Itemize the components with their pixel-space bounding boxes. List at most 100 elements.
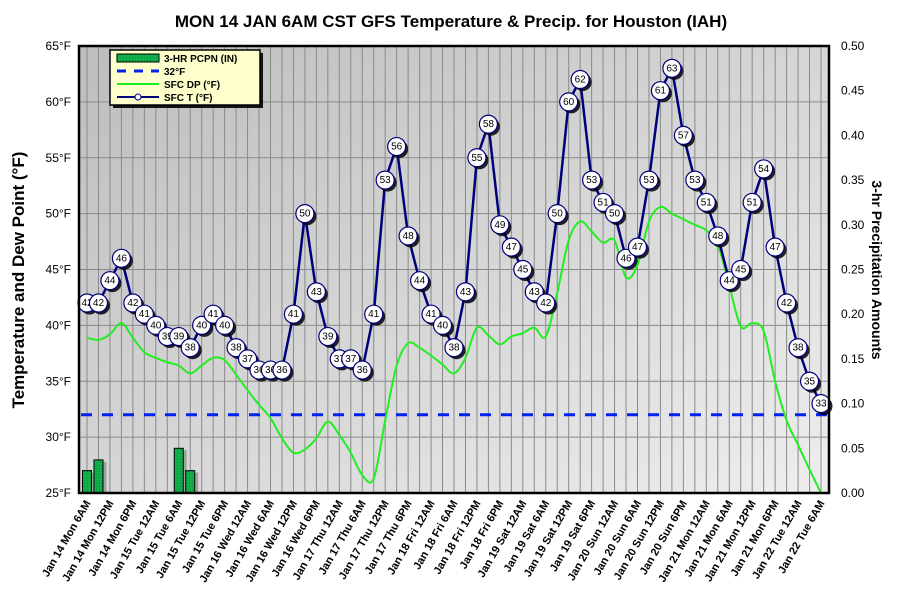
temperature-marker <box>283 304 304 324</box>
temperature-marker <box>673 125 693 145</box>
temperature-data-label: 41 <box>288 309 300 320</box>
temperature-marker <box>318 326 338 347</box>
temperature-data-label: 42 <box>127 298 139 309</box>
y-tick-label: 25°F <box>46 486 71 500</box>
temperature-data-label: 49 <box>494 220 506 231</box>
grid <box>79 45 829 494</box>
temperature-marker <box>536 293 556 313</box>
temperature-marker <box>111 248 132 268</box>
temperature-marker <box>616 248 636 268</box>
temperature-marker <box>788 338 808 358</box>
y2-tick-label: 0.30 <box>841 218 865 232</box>
temperature-marker <box>398 226 418 246</box>
legend-swatch-precip <box>116 53 160 63</box>
y-axis-left: 25°F 30°F 35°F 40°F 45°F 50°F 55°F 60°F 65°F <box>46 39 71 500</box>
temperature-data-label: 41 <box>368 309 380 320</box>
y-tick-label: 45°F <box>46 263 71 277</box>
temperature-data-label: 57 <box>678 130 690 141</box>
temperature-marker <box>169 326 189 347</box>
temperature-data-label: 35 <box>804 376 816 387</box>
temperature-marker <box>123 293 143 313</box>
temperature-marker <box>295 204 315 224</box>
temperature-marker <box>719 271 739 291</box>
temperature-data-label: 53 <box>586 175 598 186</box>
legend-label-precip: 3-HR PCPN (IN) <box>164 54 237 65</box>
temperature-data-label: 45 <box>517 265 529 276</box>
temperature-marker <box>180 338 200 358</box>
y-axis-right: 0.00 0.05 0.10 0.15 0.20 0.25 0.30 0.35 0.40 0.45… <box>841 39 865 500</box>
temperature-data-label: 55 <box>471 153 483 164</box>
temperature-marker <box>731 259 751 280</box>
temperature-data-label: 36 <box>276 365 288 376</box>
temperature-data-label: 40 <box>196 320 208 331</box>
legend-label-freezing: 32°F <box>164 67 185 78</box>
temperature-data-label: 38 <box>448 343 460 354</box>
temperature-marker <box>604 204 625 224</box>
temperature-marker <box>501 237 521 257</box>
y-tick-label: 50°F <box>46 207 71 221</box>
temperature-data-label: 42 <box>93 298 105 309</box>
dewpoint-line <box>86 205 822 494</box>
temperature-marker <box>341 349 361 369</box>
temperature-data-label: 53 <box>689 175 701 186</box>
temperature-marker <box>524 282 544 302</box>
temperature-marker <box>593 192 613 213</box>
temperature-marker <box>662 58 682 78</box>
precip-bar <box>82 470 92 494</box>
precip-bar <box>93 459 104 494</box>
temperature-data-label: 54 <box>758 164 770 175</box>
chart-title: MON 14 JAN 6AM CST GFS Temperature & Pre… <box>175 12 727 31</box>
temperature-data-label: 51 <box>598 197 610 208</box>
temperature-data-label: 37 <box>334 354 346 365</box>
temperature-marker <box>776 293 797 313</box>
temperature-data-label: 51 <box>747 197 759 208</box>
precip-bar <box>185 470 196 494</box>
temperature-data-label: 42 <box>781 298 793 309</box>
dewpoint-series <box>86 205 822 494</box>
temperature-marker <box>742 192 762 213</box>
temperature-marker <box>570 69 590 90</box>
temperature-data-label: 44 <box>724 276 736 287</box>
temperature-data-label: 56 <box>391 142 403 153</box>
legend-label-temperature: SFC T (°F) <box>164 93 212 104</box>
temperature-marker <box>421 304 441 324</box>
y-tick-label: 55°F <box>46 151 71 165</box>
temperature-marker <box>765 237 785 257</box>
y2-tick-label: 0.10 <box>841 397 865 411</box>
temperature-marker <box>478 114 499 134</box>
temperature-data-label: 41 <box>139 309 151 320</box>
temperature-data-label: 47 <box>632 242 644 253</box>
y2-tick-label: 0.25 <box>841 263 865 277</box>
temperature-marker <box>88 293 109 313</box>
temperature-data-label: 44 <box>104 276 116 287</box>
legend-marker-temperature <box>134 93 142 101</box>
temperature-data-label: 39 <box>322 332 334 343</box>
temperature-marker <box>627 237 648 257</box>
temperature-data-label: 47 <box>770 242 782 253</box>
temperature-marker <box>364 304 384 324</box>
temperature-data-label: 37 <box>345 354 357 365</box>
temperature-marker <box>134 304 154 324</box>
temperature-data-label: 63 <box>666 63 678 74</box>
temperature-marker <box>100 271 120 291</box>
temperature-marker <box>754 159 774 179</box>
temperature-marker <box>685 170 705 190</box>
temperature-data-label: 39 <box>173 332 185 343</box>
temperature-marker <box>696 192 716 213</box>
temperature-marker <box>708 226 728 246</box>
temperature-data-label: 53 <box>380 175 392 186</box>
temperature-marker <box>799 371 820 391</box>
plot-frame <box>77 44 831 495</box>
temperature-marker <box>226 338 246 358</box>
temperature-data-label: 44 <box>414 276 426 287</box>
y2-tick-label: 0.50 <box>841 39 865 53</box>
precip-bars <box>82 447 199 494</box>
y2-tick-label: 0.05 <box>841 441 865 455</box>
temperature-data-label: 51 <box>701 197 713 208</box>
temperature-data-label: 50 <box>552 209 564 220</box>
legend: 3-HR PCPN (IN) 32°F SFC DP (°F) SFC T (°… <box>109 49 263 108</box>
y-tick-label: 65°F <box>46 39 71 53</box>
y-tick-label: 60°F <box>46 95 71 109</box>
